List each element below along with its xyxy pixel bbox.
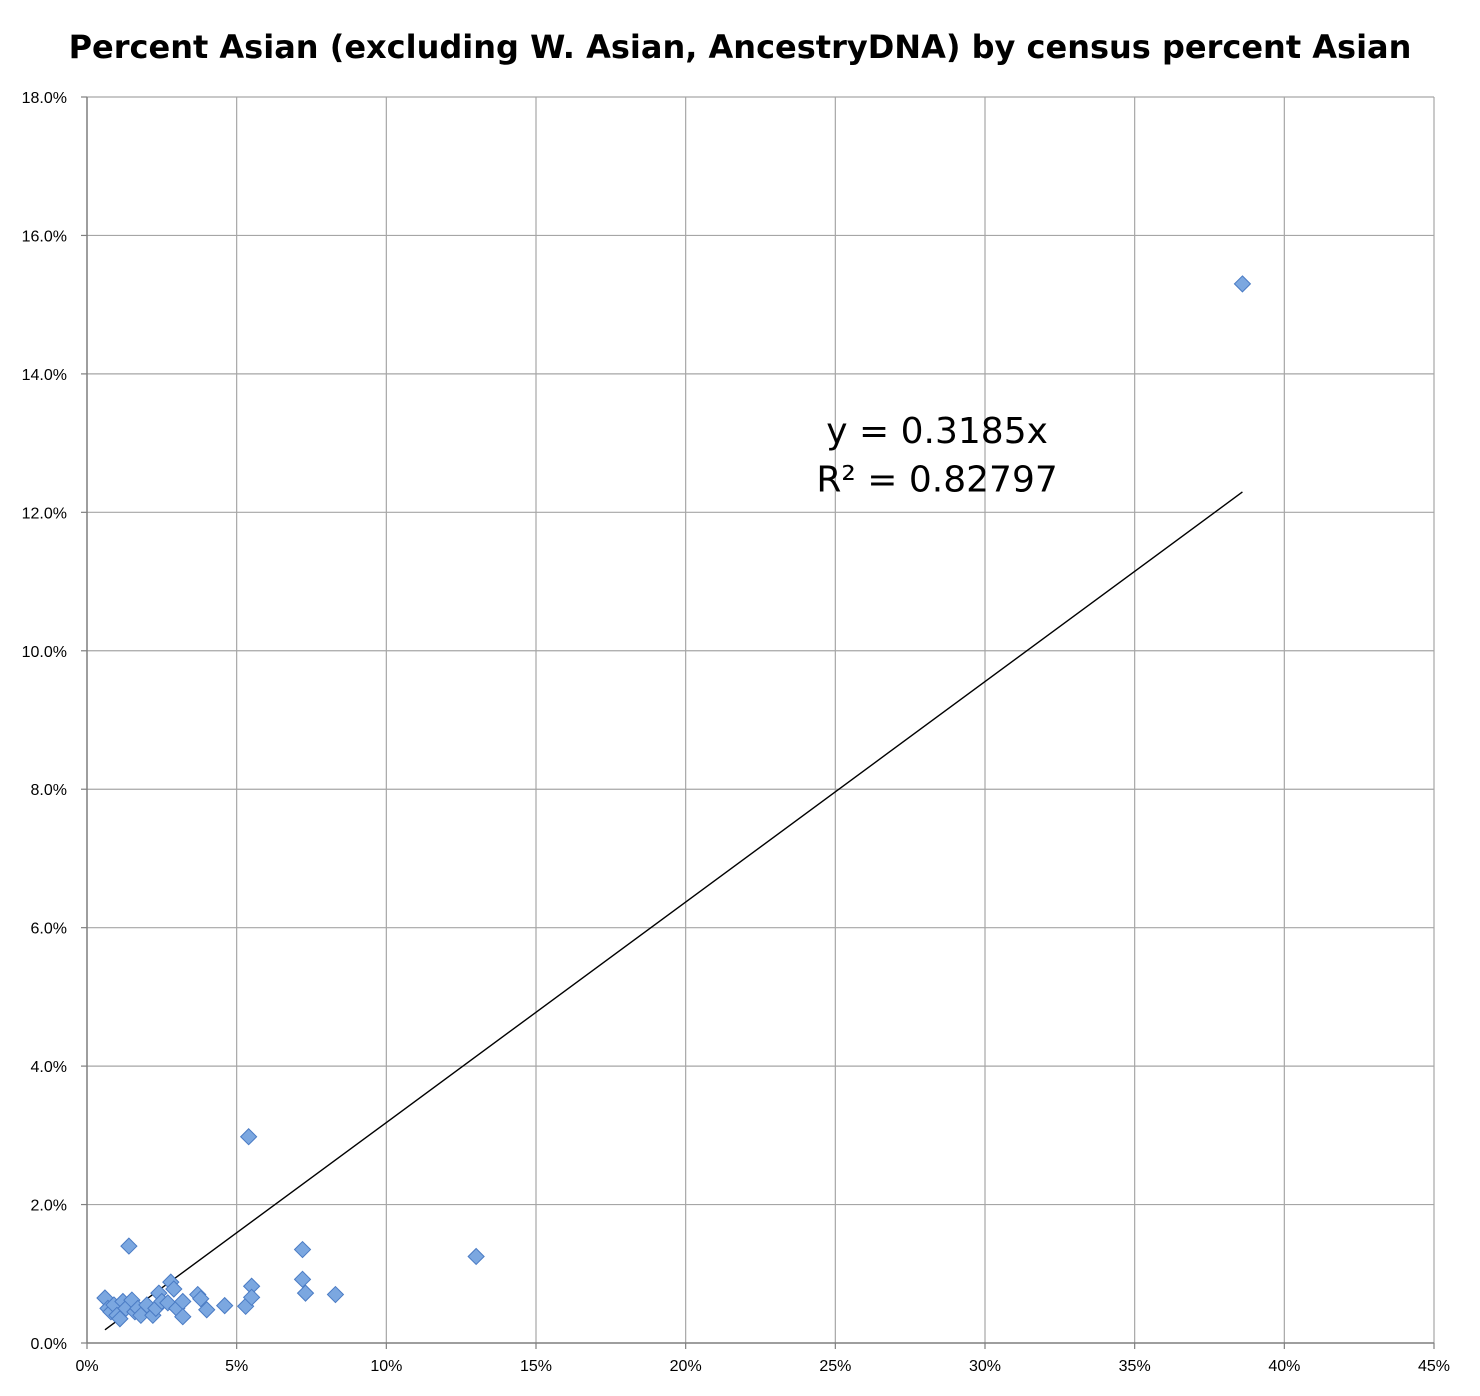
y-tick-label: 10.0% xyxy=(22,644,67,661)
x-tick-label: 0% xyxy=(75,1358,98,1375)
x-tick-label: 30% xyxy=(969,1358,1001,1375)
y-tick-label: 16.0% xyxy=(22,228,67,245)
chart-title: Percent Asian (excluding W. Asian, Ances… xyxy=(69,28,1412,66)
data-point xyxy=(165,1280,183,1298)
x-tick-label: 25% xyxy=(819,1358,851,1375)
trendline-layer xyxy=(104,491,1243,1331)
y-tick-label: 18.0% xyxy=(22,90,67,107)
data-points xyxy=(96,275,1252,1328)
x-tick-label: 45% xyxy=(1418,1358,1450,1375)
y-tick-label: 0.0% xyxy=(31,1336,67,1353)
data-point xyxy=(192,1289,210,1308)
x-tick-label: 15% xyxy=(520,1358,552,1375)
data-point xyxy=(242,1288,261,1307)
y-tick-label: 8.0% xyxy=(31,782,67,799)
data-point xyxy=(174,1307,192,1326)
trendline-equation: y = 0.3185x R² = 0.82797 xyxy=(816,411,1057,500)
trendline-equation-label: y = 0.3185x xyxy=(826,411,1048,452)
data-point xyxy=(467,1247,485,1266)
grid-lines xyxy=(87,96,1435,1343)
axes xyxy=(81,96,1435,1349)
y-tick-label: 6.0% xyxy=(31,921,67,938)
y-tick-label: 2.0% xyxy=(31,1198,67,1215)
y-tick-label: 4.0% xyxy=(31,1059,67,1076)
data-point xyxy=(1233,275,1252,293)
x-tick-label: 10% xyxy=(370,1358,402,1375)
y-tick-label: 12.0% xyxy=(22,505,67,522)
data-point xyxy=(239,1128,258,1146)
data-point xyxy=(293,1270,312,1289)
data-point xyxy=(120,1237,138,1255)
y-tick-label: 14.0% xyxy=(22,367,67,384)
x-tick-label: 35% xyxy=(1119,1358,1151,1375)
r-squared-label: R² = 0.82797 xyxy=(816,460,1057,501)
data-point xyxy=(326,1285,345,1304)
data-point xyxy=(293,1240,312,1259)
x-axis-tick-labels: 0% 5% 10% 15% 20% 25% 30% 35% 40% 45% xyxy=(75,1358,1450,1375)
x-tick-label: 40% xyxy=(1268,1358,1300,1375)
linear-trendline xyxy=(104,491,1243,1331)
x-tick-label: 20% xyxy=(670,1358,702,1375)
data-point xyxy=(296,1284,315,1302)
y-axis-tick-labels: 0.0% 2.0% 4.0% 6.0% 8.0% 10.0% 12.0% 14.0% 16.0%… xyxy=(22,90,67,1353)
data-point xyxy=(215,1296,234,1315)
data-point xyxy=(198,1301,216,1319)
x-tick-label: 5% xyxy=(225,1358,248,1375)
